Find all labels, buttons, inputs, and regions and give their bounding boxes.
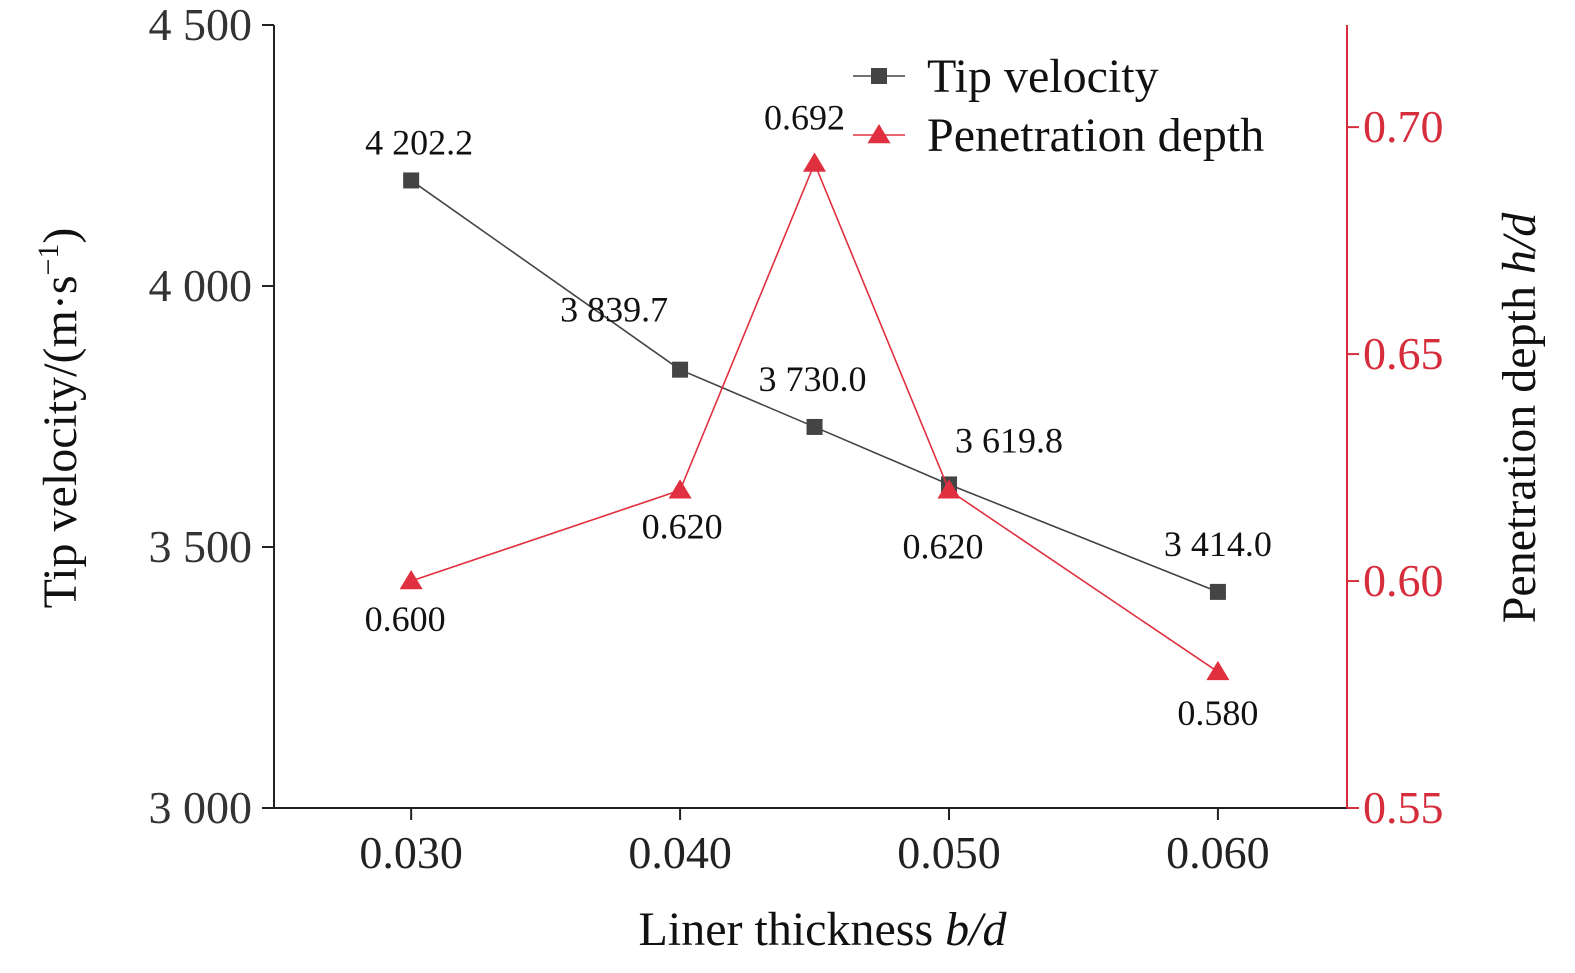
penetration-depth-line	[410, 161, 1219, 673]
penetration-depth-point	[937, 479, 961, 499]
y-right-tick-label: 0.70	[1363, 101, 1444, 152]
legend-marker-square	[871, 68, 887, 84]
y-left-tick-label: 3 000	[149, 782, 253, 833]
x-tick-label: 0.060	[1166, 827, 1270, 878]
legend-marker-triangle	[867, 124, 891, 144]
y-left-tick-label: 3 500	[149, 521, 253, 572]
y-right-tick-label: 0.65	[1363, 328, 1444, 379]
tip-velocity-data-label: 4 202.2	[365, 122, 473, 162]
tip-velocity-point	[806, 418, 823, 435]
y-right-axis-title: Penetration depth h/d	[1493, 212, 1546, 624]
y-right-tick-label: 0.55	[1363, 782, 1444, 833]
penetration-depth-data-label: 0.580	[1177, 693, 1258, 733]
x-axis-title: Liner thickness b/d	[639, 903, 1008, 956]
x-axis-title-italic: b/d	[945, 903, 1007, 956]
y-left-tick-label: 4 000	[149, 260, 253, 311]
x-tick-label: 0.030	[359, 827, 463, 878]
legend-entry-label: Tip velocity	[927, 50, 1159, 103]
y-left-axis-title-sup: −1	[32, 244, 65, 276]
tip-velocity-point	[1209, 583, 1226, 600]
penetration-depth-point	[1206, 660, 1230, 681]
y-left-axis-title-close: )	[34, 228, 87, 244]
axes: 3 000 3 500 4 000 4 500 0.55 0.60 0.65 0.70 0.03…	[32, 0, 1546, 956]
penetration-depth-data-label: 0.620	[902, 526, 983, 566]
penetration-depth-data-label: 0.600	[365, 599, 446, 639]
legend-entry-label: Penetration depth	[927, 109, 1264, 162]
penetration-depth-point	[399, 570, 423, 590]
y-right-axis-title-italic: h/d	[1493, 212, 1546, 274]
penetration-depth-data-label: 0.692	[764, 97, 845, 137]
y-left-axis-title: Tip velocity/(m·s−1)	[32, 228, 87, 609]
penetration-depth-point	[802, 152, 827, 172]
y-right-axis-title-text: Penetration depth	[1493, 274, 1546, 623]
y-left-axis-title-text: Tip velocity/(m·s	[34, 276, 87, 609]
tip-velocity-point	[672, 361, 689, 378]
series-layer	[399, 152, 1230, 681]
tip-velocity-data-label: 3 730.0	[759, 359, 867, 399]
x-tick-label: 0.050	[897, 827, 1001, 878]
y-right-tick-label: 0.60	[1363, 555, 1444, 606]
tip-velocity-point	[403, 172, 420, 189]
legend: Tip velocity Penetration depth	[853, 50, 1264, 162]
y-left-tick-label: 4 500	[149, 0, 253, 50]
x-tick-label: 0.040	[628, 827, 732, 878]
penetration-depth-data-label: 0.620	[642, 506, 723, 546]
tip-velocity-data-label: 3 414.0	[1164, 524, 1272, 564]
tip-velocity-data-label: 3 839.7	[560, 290, 668, 330]
data-labels: 4 202.2 3 839.7 3 730.0 3 619.8 3 414.0 0.600…	[365, 97, 1272, 732]
x-axis-title-text: Liner thickness	[639, 903, 946, 956]
penetration-depth-point	[668, 479, 692, 499]
tip-velocity-data-label: 3 619.8	[955, 420, 1063, 460]
